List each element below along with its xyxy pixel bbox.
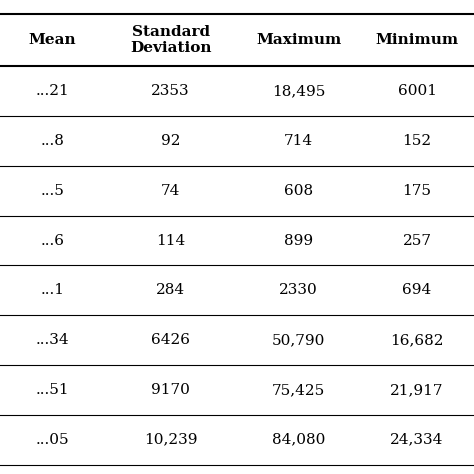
Text: 608: 608	[284, 184, 313, 198]
Text: ...51: ...51	[36, 383, 69, 397]
Text: 84,080: 84,080	[272, 433, 325, 447]
Text: Mean: Mean	[28, 33, 76, 47]
Text: ...8: ...8	[40, 134, 64, 148]
Text: 92: 92	[161, 134, 181, 148]
Text: Minimum: Minimum	[375, 33, 459, 47]
Text: 18,495: 18,495	[272, 84, 325, 98]
Text: 152: 152	[402, 134, 432, 148]
Text: 114: 114	[156, 234, 185, 247]
Text: 10,239: 10,239	[144, 433, 197, 447]
Text: 175: 175	[402, 184, 432, 198]
Text: ...6: ...6	[40, 234, 64, 247]
Text: 6426: 6426	[151, 333, 190, 347]
Text: 899: 899	[284, 234, 313, 247]
Text: 284: 284	[156, 283, 185, 297]
Text: Maximum: Maximum	[256, 33, 341, 47]
Text: 2330: 2330	[279, 283, 318, 297]
Text: 74: 74	[161, 184, 180, 198]
Text: ...5: ...5	[40, 184, 64, 198]
Text: 694: 694	[402, 283, 432, 297]
Text: 21,917: 21,917	[391, 383, 444, 397]
Text: 75,425: 75,425	[272, 383, 325, 397]
Text: Standard
Deviation: Standard Deviation	[130, 25, 211, 55]
Text: ...34: ...34	[36, 333, 69, 347]
Text: 2353: 2353	[151, 84, 190, 98]
Text: 6001: 6001	[398, 84, 437, 98]
Text: 257: 257	[402, 234, 432, 247]
Text: 9170: 9170	[151, 383, 190, 397]
Text: 16,682: 16,682	[391, 333, 444, 347]
Text: ...21: ...21	[35, 84, 69, 98]
Text: 50,790: 50,790	[272, 333, 325, 347]
Text: ...05: ...05	[36, 433, 69, 447]
Text: 714: 714	[284, 134, 313, 148]
Text: 24,334: 24,334	[391, 433, 444, 447]
Text: ...1: ...1	[40, 283, 64, 297]
